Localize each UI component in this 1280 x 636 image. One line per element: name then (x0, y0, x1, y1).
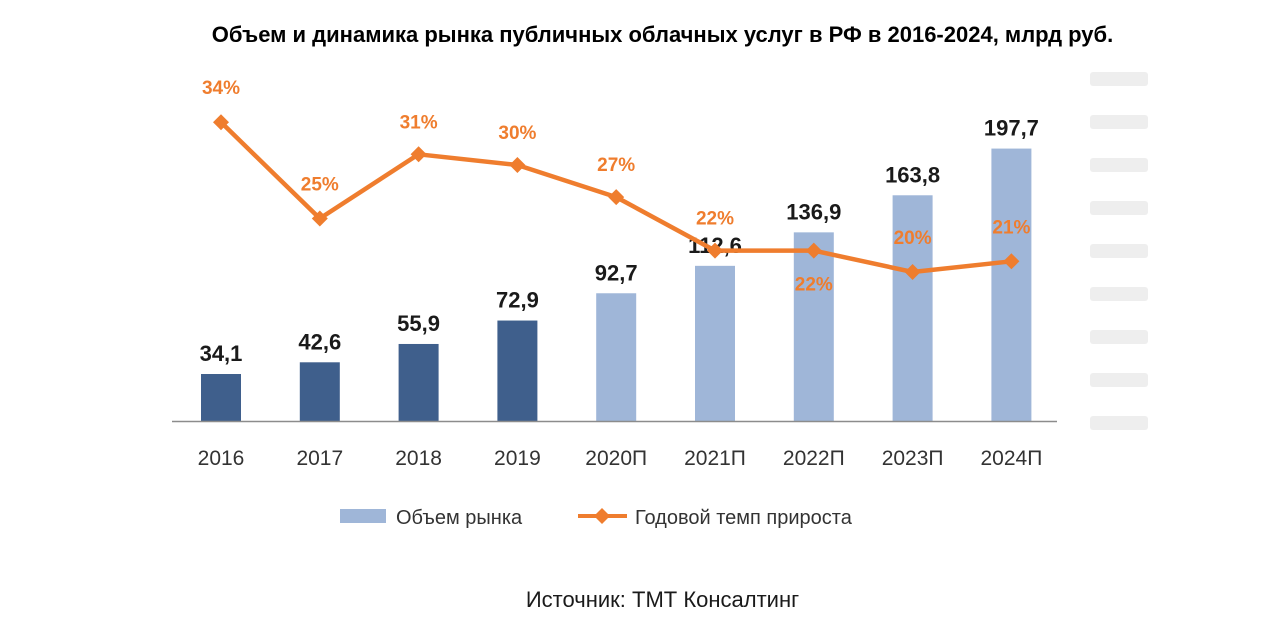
chart-title: Объем и динамика рынка публичных облачны… (211, 22, 1114, 47)
line-label-2016: 34% (202, 78, 240, 99)
bar-series-market-volume (201, 148, 1032, 421)
line-marker-2016 (213, 114, 229, 131)
chart-plot: 34,142,655,972,992,7112,6136,9163,8197,7… (172, 72, 1148, 529)
x-tick-2022П: 2022П (783, 447, 845, 470)
line-label-2021П: 22% (696, 209, 734, 230)
line-marker-2021П (707, 242, 723, 259)
bar-label-2018: 55,9 (397, 311, 440, 336)
bar-2017 (299, 362, 340, 421)
bar-2022П (793, 232, 834, 421)
bar-2023П (892, 195, 933, 421)
faint-axis-tick (1090, 72, 1148, 86)
legend-label-growth-rate: Годовой темп прироста (635, 507, 853, 529)
bar-label-2023П: 163,8 (885, 162, 940, 187)
x-tick-2019: 2019 (494, 447, 541, 470)
chart-legend: Объем рынка Годовой темп прироста (340, 507, 853, 529)
bar-label-2024П: 197,7 (984, 116, 1039, 141)
faint-axis-tick (1090, 416, 1148, 430)
faint-axis-tick (1090, 244, 1148, 258)
line-label-2020П: 27% (597, 155, 635, 176)
bar-2020П (596, 293, 637, 421)
bar-label-2022П: 136,9 (786, 199, 841, 224)
bar-2019 (497, 320, 538, 421)
bar-label-2016: 34,1 (200, 341, 243, 366)
bar-2018 (398, 343, 439, 421)
line-label-2018: 31% (400, 112, 438, 133)
x-tick-2017: 2017 (296, 447, 343, 470)
faint-axis-tick (1090, 201, 1148, 215)
x-tick-2021П: 2021П (684, 447, 746, 470)
bar-label-2017: 42,6 (298, 329, 341, 354)
bar-label-2019: 72,9 (496, 288, 539, 313)
line-label-2019: 30% (498, 123, 536, 144)
line-label-2022П: 22% (795, 275, 833, 296)
faint-secondary-axis (1090, 72, 1148, 430)
x-tick-2024П: 2024П (980, 447, 1042, 470)
bar-2024П (991, 148, 1032, 421)
line-marker-2017 (311, 210, 328, 227)
line-label-2024П: 21% (992, 217, 1030, 238)
x-tick-2018: 2018 (395, 447, 442, 470)
line-label-2017: 25% (301, 175, 339, 196)
bar-2021П (695, 265, 735, 421)
x-tick-2023П: 2023П (882, 447, 944, 470)
x-tick-2020П: 2020П (585, 447, 647, 470)
faint-axis-tick (1090, 158, 1148, 172)
bar-label-2020П: 92,7 (595, 260, 638, 285)
line-value-labels: 34% 25% 31% 30% 27% 22% 22% 20% 21% (202, 78, 1031, 295)
faint-axis-tick (1090, 287, 1148, 301)
legend-swatch-market-volume (340, 509, 386, 523)
line-marker-2020П (608, 189, 625, 206)
faint-axis-tick (1090, 373, 1148, 387)
line-marker-2024П (1003, 253, 1020, 270)
line-marker-2019 (509, 157, 526, 173)
line-marker-2022П (805, 242, 822, 259)
source-note: Источник: ТМТ Консалтинг (525, 587, 800, 612)
legend-label-market-volume: Объем рынка (396, 507, 523, 529)
line-marker-2023П (904, 264, 921, 280)
faint-axis-tick (1090, 330, 1148, 344)
line-label-2023П: 20% (894, 228, 932, 249)
x-axis-tick-labels: 2016 2017 2018 2019 2020П 2021П 2022П 2023П 2024… (198, 447, 1043, 470)
legend-swatch-growth-rate-marker (594, 508, 610, 524)
line-marker-2018 (410, 146, 427, 163)
x-tick-2016: 2016 (198, 447, 245, 470)
line-series-growth-rate (213, 114, 1020, 280)
bar-2016 (201, 374, 241, 421)
faint-axis-tick (1090, 115, 1148, 129)
